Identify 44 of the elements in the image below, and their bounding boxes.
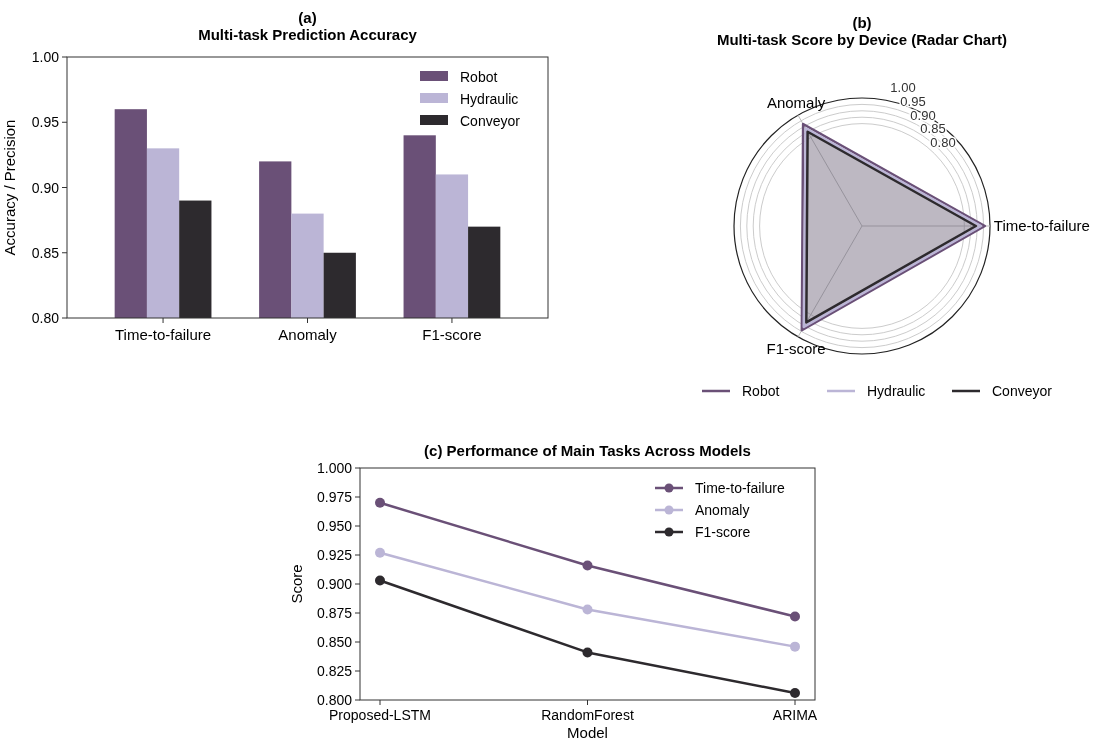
y-tick-label: 0.800 — [316, 692, 353, 708]
chart-title: (b) — [852, 14, 872, 31]
spoke-label: F1-score — [766, 340, 826, 358]
x-tick-label: Proposed-LSTM — [329, 707, 431, 723]
y-tick-label: 0.95 — [31, 114, 60, 131]
y-tick-label: 0.80 — [31, 310, 60, 326]
y-tick-label: 1.000 — [316, 460, 353, 476]
spoke-label: Anomaly — [766, 93, 826, 111]
y-tick-label: 0.875 — [316, 605, 353, 621]
legend-label: Conveyor — [460, 113, 521, 129]
chart-subtitle: Multi-task Score by Device (Radar Chart) — [716, 31, 1008, 48]
x-tick-label: Time-to-failure — [114, 326, 212, 343]
x-tick-label: Anomaly — [278, 326, 338, 343]
y-tick-label: 0.80 — [930, 135, 956, 150]
spoke-label: Time-to-failure — [993, 217, 1090, 234]
chart-subtitle: Multi-task Prediction Accuracy — [198, 26, 418, 43]
y-tick-label: 0.825 — [316, 663, 353, 679]
legend-label: Robot — [460, 69, 498, 85]
y-tick-label: 0.975 — [316, 489, 353, 505]
x-tick-label: ARIMA — [772, 707, 818, 723]
x-tick-label: F1-score — [422, 326, 482, 343]
y-tick-label: 0.90 — [31, 179, 60, 196]
legend-label: Hydraulic — [460, 91, 519, 107]
legend-label: F1-score — [695, 524, 751, 540]
y-axis-title: Score — [288, 564, 305, 604]
chart-title: (c) Performance of Main Tasks Across Models — [424, 442, 751, 459]
legend-label: Robot — [742, 383, 780, 399]
y-tick-label: 0.85 — [31, 244, 60, 261]
y-tick-label: 0.950 — [316, 518, 353, 534]
x-axis-title: Model — [567, 724, 608, 741]
legend-label: Conveyor — [992, 383, 1053, 399]
y-tick-label: 0.85 — [920, 121, 946, 137]
y-tick-label: 0.925 — [316, 547, 353, 563]
legend-label: Time-to-failure — [695, 480, 785, 496]
chart-title: (a) — [298, 9, 317, 26]
x-tick-label: RandomForest — [541, 707, 634, 723]
y-tick-label: 0.95 — [900, 93, 926, 109]
y-tick-label: 1.00 — [31, 49, 60, 65]
legend-label: Hydraulic — [867, 383, 926, 399]
y-axis-title: Accuracy / Precision — [1, 119, 18, 256]
y-tick-label: 1.00 — [890, 80, 916, 95]
y-tick-label: 0.900 — [316, 576, 353, 592]
y-tick-label: 0.850 — [316, 634, 353, 650]
legend-label: Anomaly — [695, 502, 750, 518]
